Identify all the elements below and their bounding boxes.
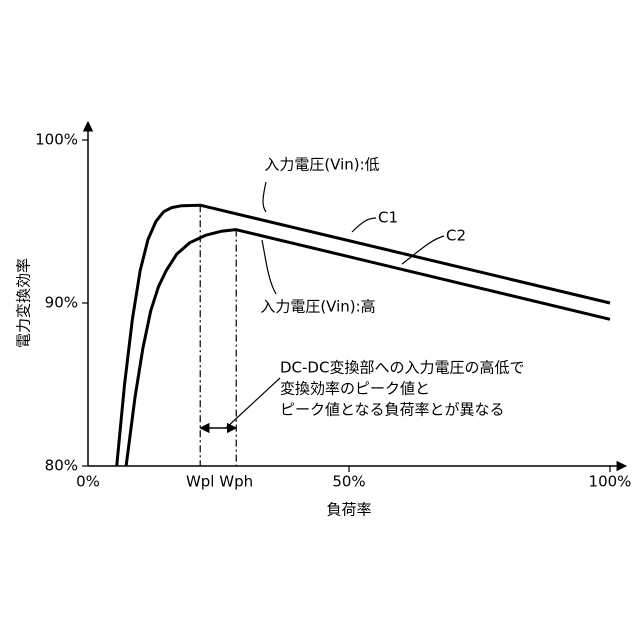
x-axis-label: 負荷率: [326, 501, 371, 519]
leader: [263, 182, 266, 212]
peak-marker-label: Wpl: [186, 473, 215, 491]
annotation: 入力電圧(Vin):高: [260, 298, 375, 316]
chart: 負荷率 電力変換効率 入力電圧(Vin):低 入力電圧(Vin):高 DC-DC…: [0, 0, 640, 640]
series-label: C1: [378, 209, 398, 227]
y-tick-label: 100%: [35, 131, 78, 149]
series-label: C2: [446, 227, 466, 245]
leader: [226, 378, 280, 428]
annotation: 入力電圧(Vin):低: [264, 156, 379, 174]
series-line: [117, 205, 610, 466]
series-line: [126, 230, 610, 466]
y-tick-label: 90%: [45, 294, 78, 312]
annotation: DC-DC変換部への入力電圧の高低で: [280, 359, 524, 377]
annotation: ピーク値となる負荷率とが異なる: [280, 401, 505, 419]
leader: [262, 240, 276, 294]
x-tick-label: 50%: [332, 473, 365, 491]
y-axis-label: 電力変換効率: [15, 258, 33, 348]
x-tick-label: 0%: [76, 473, 100, 491]
y-tick-label: 80%: [45, 457, 78, 475]
annotation: 変換効率のピーク値と: [280, 380, 430, 398]
leader: [352, 218, 376, 232]
peak-marker-label: Wph: [219, 473, 253, 491]
x-tick-label: 100%: [589, 473, 632, 491]
